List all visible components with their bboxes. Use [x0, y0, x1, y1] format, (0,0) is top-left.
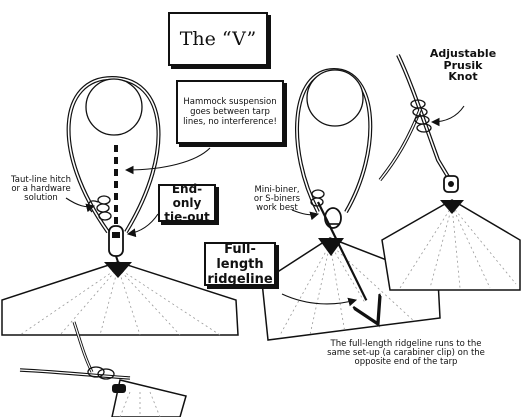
- ridgeline-note: The full-length ridgeline runs to the sa…: [327, 339, 485, 367]
- hammock-note: Hammock suspension goes between tarp lin…: [183, 97, 277, 127]
- middle-knot: [310, 189, 325, 207]
- hammock-note-arrow: [124, 147, 211, 175]
- full-length-ridgeline: [317, 201, 376, 320]
- end-only-arrow: [126, 213, 159, 238]
- right-rope-tail: [378, 109, 422, 182]
- inset-tarp: [111, 379, 187, 417]
- right-panel: [378, 54, 521, 291]
- right-tarp-patch: [440, 200, 464, 214]
- tautline-label: Taut-line hitch or a hardware solution: [11, 175, 71, 203]
- minibiner-label: Mini-biner, or S-biners work best: [253, 185, 301, 213]
- full-length-label: Full-length ridgeline: [207, 241, 273, 287]
- tautline-arrow: [65, 197, 96, 213]
- middle-mini-biner: [324, 207, 342, 229]
- inset-knot: [87, 366, 115, 380]
- end-only-box: End-only tie-out: [158, 182, 216, 224]
- right-hardware: [443, 175, 459, 193]
- left-tree-trunk: [85, 78, 143, 136]
- prusik-arrow: [430, 105, 465, 127]
- prusik-knot: [410, 99, 432, 133]
- page-title: The “V”: [179, 28, 257, 50]
- right-tarp: [381, 199, 521, 291]
- hammock-note-box: Hammock suspension goes between tarp lin…: [176, 80, 284, 144]
- full-length-arrow: [281, 293, 358, 307]
- left-hardware-clip: [108, 225, 124, 263]
- minibiner-arrow: [291, 209, 320, 221]
- end-only-label: End-only tie-out: [164, 182, 210, 224]
- adjustable-label: Adjustable Prusik Knot: [429, 47, 497, 84]
- inset-clip: [112, 384, 126, 393]
- middle-tree-trunk: [306, 69, 364, 127]
- bottom-inset: [19, 321, 187, 417]
- left-tarp: [1, 261, 239, 336]
- left-tarp-patch: [104, 262, 132, 278]
- title-box: The “V”: [168, 12, 268, 66]
- full-length-box: Full-length ridgeline: [204, 241, 276, 287]
- left-panel: [1, 75, 239, 336]
